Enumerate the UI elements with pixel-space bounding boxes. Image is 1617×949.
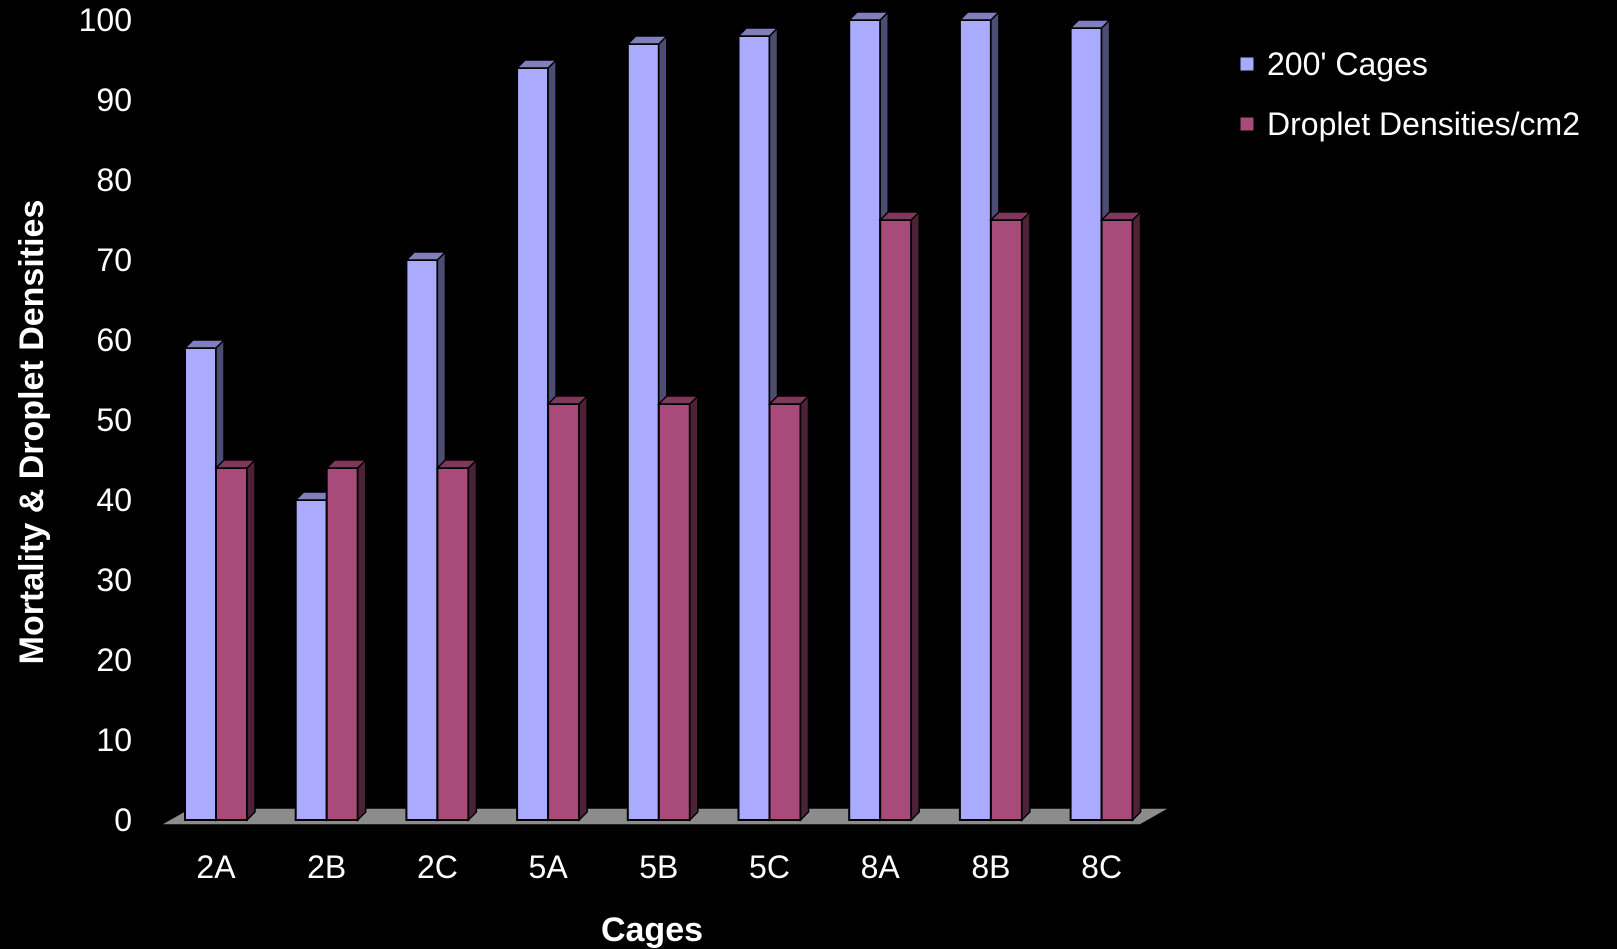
bar-droplet-2b (324, 458, 368, 822)
x-axis-ticks: 2A 2B 2C 5A 5B 5C 8A 8B 8C (196, 849, 1122, 885)
x-axis-title: Cages (601, 911, 703, 949)
bar-droplet-5b (656, 394, 700, 822)
y-tick-label: 60 (96, 322, 132, 358)
y-tick-label: 30 (96, 562, 132, 598)
bar-droplet-8a (878, 210, 922, 822)
y-tick-label: 10 (96, 722, 132, 758)
bar-droplet-5c (767, 394, 811, 822)
bar-droplet-2c (435, 458, 479, 822)
legend-label: Droplet Densities/cm2 (1267, 106, 1580, 142)
y-axis-title: Mortality & Droplet Densities (13, 200, 51, 665)
y-axis-ticks: 0 10 20 30 40 50 60 70 80 90 100 (79, 2, 132, 838)
x-tick-label: 8B (971, 849, 1010, 885)
x-tick-label: 5A (529, 849, 569, 885)
x-tick-label: 2B (307, 849, 346, 885)
y-tick-label: 20 (96, 642, 132, 678)
x-tick-label: 5C (749, 849, 790, 885)
bar-droplet-8b (989, 210, 1032, 822)
y-tick-label: 50 (96, 402, 132, 438)
y-tick-label: 90 (96, 82, 132, 118)
y-tick-label: 70 (96, 242, 132, 278)
legend-swatch (1239, 56, 1255, 72)
x-tick-label: 8C (1081, 849, 1122, 885)
x-tick-label: 2A (196, 849, 236, 885)
y-tick-label: 80 (96, 162, 132, 198)
legend: 200' Cages Droplet Densities/cm2 (1239, 46, 1580, 142)
legend-label: 200' Cages (1267, 46, 1428, 82)
x-tick-label: 8A (861, 849, 901, 885)
bar-droplet-5a (546, 394, 589, 822)
x-tick-label: 2C (417, 849, 458, 885)
bar-droplet-8c (1099, 210, 1143, 822)
x-tick-label: 5B (639, 849, 678, 885)
y-tick-label: 0 (114, 802, 132, 838)
bars (183, 10, 1143, 822)
y-tick-label: 40 (96, 482, 132, 518)
bar-droplet-2a (214, 458, 257, 822)
legend-swatch (1239, 116, 1255, 132)
bar-cages-5a (515, 58, 558, 822)
y-tick-label: 100 (79, 2, 132, 38)
